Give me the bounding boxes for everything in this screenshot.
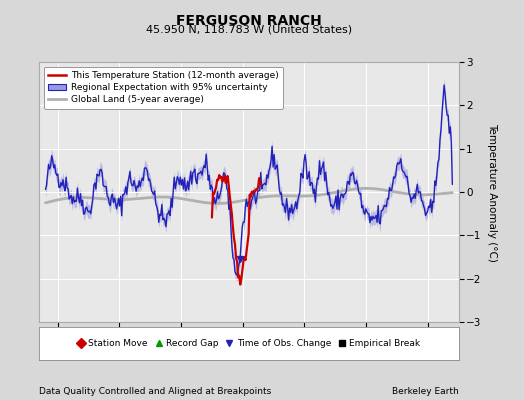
Text: Berkeley Earth: Berkeley Earth [392, 387, 458, 396]
Y-axis label: Temperature Anomaly (°C): Temperature Anomaly (°C) [487, 122, 497, 262]
Text: 45.950 N, 118.783 W (United States): 45.950 N, 118.783 W (United States) [146, 24, 352, 34]
Text: FERGUSON RANCH: FERGUSON RANCH [176, 14, 322, 28]
Legend: Station Move, Record Gap, Time of Obs. Change, Empirical Break: Station Move, Record Gap, Time of Obs. C… [75, 336, 423, 351]
Text: Data Quality Controlled and Aligned at Breakpoints: Data Quality Controlled and Aligned at B… [39, 387, 271, 396]
Legend: This Temperature Station (12-month average), Regional Expectation with 95% uncer: This Temperature Station (12-month avera… [44, 66, 283, 109]
